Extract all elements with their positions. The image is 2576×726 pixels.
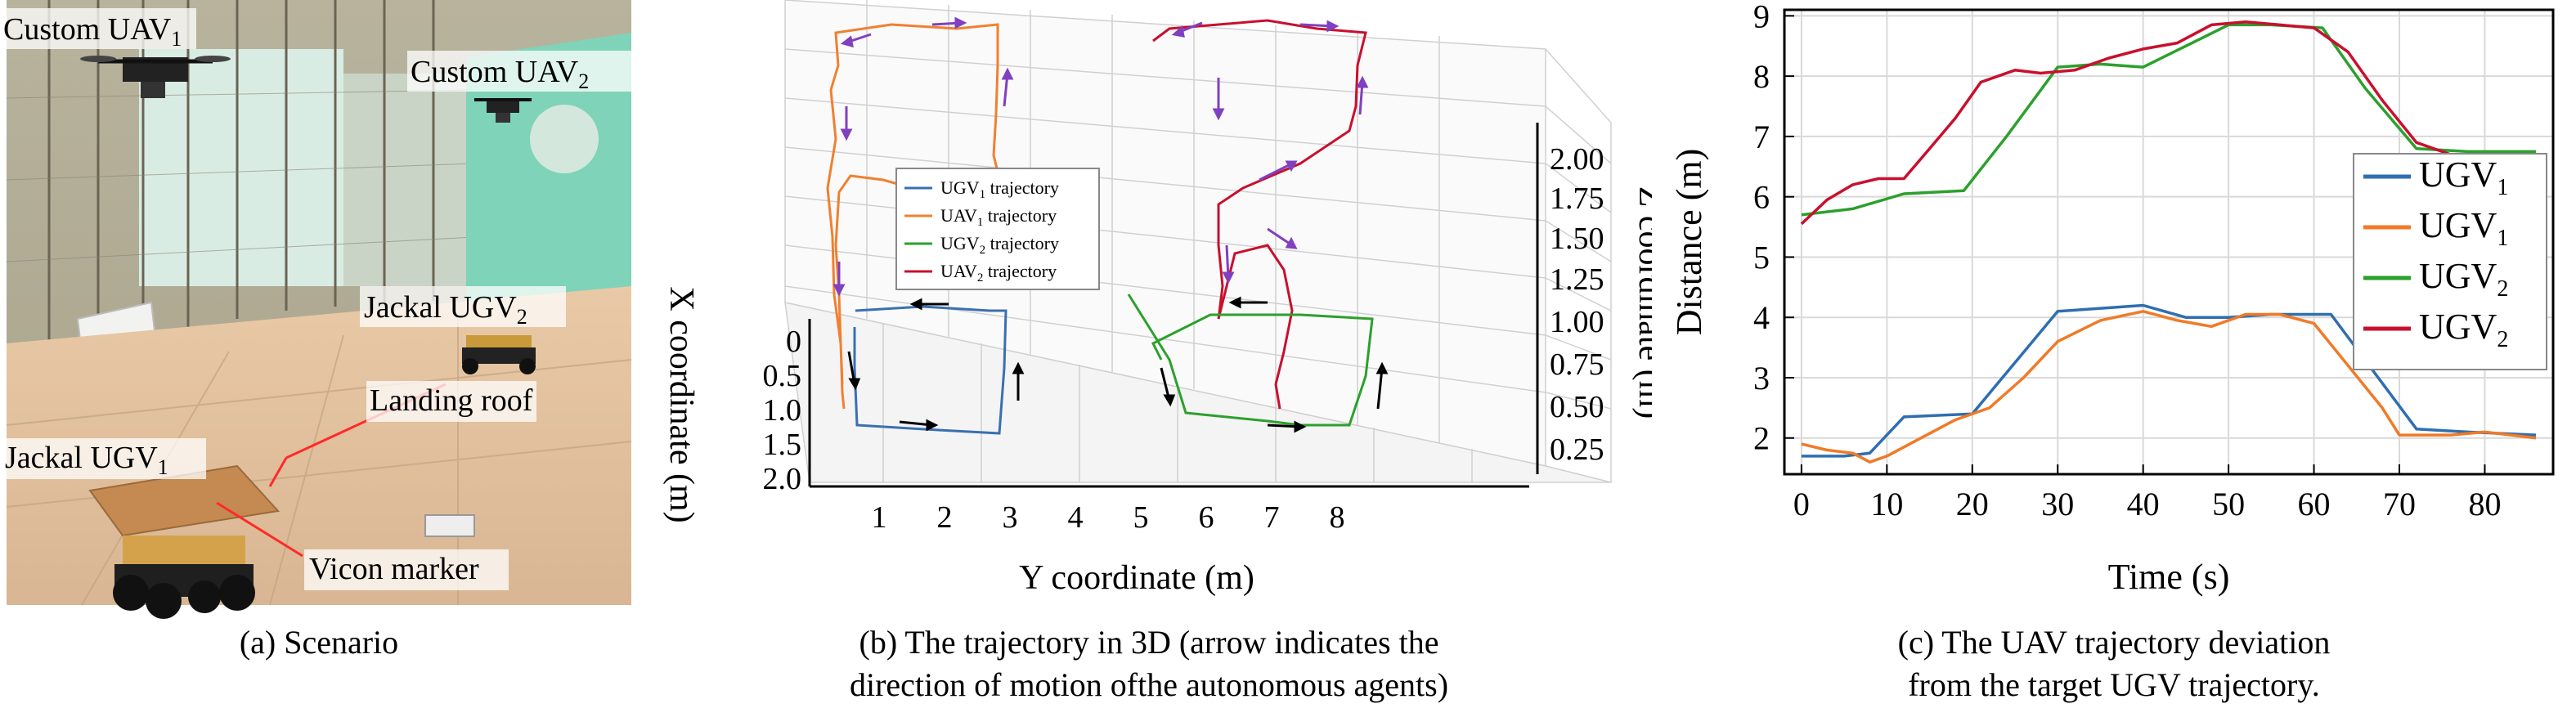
x-tick: 1.5: [763, 428, 802, 462]
z-tick: 0.25: [1550, 432, 1604, 467]
grid-3d: [784, 0, 1612, 483]
y-tick: 4: [1068, 500, 1084, 535]
chart-ticks: 0 10 20 30 40 50 60 70 80 2 3 4 5 6 7 8 9: [1753, 0, 2501, 522]
legend-3d-item-uav2: UAV2 trajectory: [940, 261, 1057, 285]
z-tick: 2.00: [1550, 142, 1604, 177]
y-tick-label: 9: [1753, 0, 1770, 34]
caption-a: (a) Scenario: [239, 624, 399, 661]
legend-box: [2353, 153, 2547, 370]
y-tick: 5: [1133, 500, 1149, 535]
ugv1-label: Jackal UGV1: [5, 441, 168, 479]
y-tick-label: 8: [1753, 58, 1770, 95]
x-tick: 0.5: [763, 359, 802, 393]
z-axis-title: Z coordinate (m): [1631, 186, 1652, 419]
uav1-drone: [80, 56, 231, 98]
uav1-trajectory: [826, 23, 999, 410]
x-tick-label: 20: [1956, 486, 1989, 522]
ugv1-trajectory: [853, 305, 1008, 435]
x-tick-label: 30: [2041, 486, 2074, 522]
uav2-trajectory: [1152, 19, 1367, 410]
legend-item-label: UGV2: [2419, 307, 2508, 352]
y-tick-label: 4: [1753, 299, 1770, 336]
uav2-label: Custom UAV2: [411, 55, 589, 93]
y-tick: 3: [1003, 500, 1018, 535]
x-tick-label: 70: [2383, 486, 2416, 522]
y-tick-label: 7: [1753, 119, 1770, 155]
z-tick: 1.00: [1550, 305, 1604, 339]
uav1-label: Custom UAV1: [3, 12, 182, 51]
legend-item-label: UGV2: [2419, 256, 2508, 302]
x-tick: 1.0: [763, 393, 802, 428]
x-tick: 0: [786, 325, 801, 359]
legend-3d-item-ugv1: UGV1 trajectory: [940, 177, 1059, 201]
series-line-0: [1801, 303, 2537, 458]
caption-c-line1: (c) The UAV trajectory deviation: [1897, 624, 2331, 661]
legend-3d-item-ugv2: UGV2 trajectory: [940, 233, 1059, 257]
trajectory-3d-plot: UGV1 trajectory UAV1 trajectory UGV2 tra…: [662, 0, 1669, 597]
plot-frame: [1783, 8, 2555, 476]
x-axis-title: Time (s): [2108, 557, 2230, 597]
legend-item-label: UGV1: [2419, 155, 2508, 200]
x-tick-label: 10: [1870, 486, 1903, 522]
legend-item-label: UGV1: [2419, 205, 2508, 251]
motion-arrows: [847, 296, 1389, 433]
y-axis-title: Distance (m): [1669, 149, 1709, 335]
caption-c: (c) The UAV trajectory deviation from th…: [1652, 621, 2576, 706]
uav-arrows: [832, 16, 1369, 297]
series-line-3: [1800, 20, 2537, 226]
y-tick-label: 6: [1753, 179, 1770, 216]
z-tick: 1.50: [1550, 222, 1604, 256]
x-tick-label: 60: [2298, 486, 2331, 522]
caption-b: (b) The trajectory in 3D (arrow indicate…: [646, 621, 1652, 706]
y-tick: 6: [1199, 500, 1214, 535]
z-tick: 1.75: [1550, 182, 1604, 216]
y-tick-label: 3: [1753, 360, 1770, 397]
series-line-1: [1801, 310, 2537, 464]
ugv1-robot: [113, 536, 255, 619]
scenario-panel: Custom UAV1 Custom UAV2 Jackal UGV2 Land…: [0, 0, 638, 722]
ugv2-robot: [462, 335, 536, 374]
series-line-2: [1801, 23, 2537, 217]
x-tick-label: 40: [2127, 486, 2160, 522]
z-tick: 1.25: [1550, 262, 1604, 297]
caption-b-line2: direction of motion ofthe autonomous age…: [849, 666, 1449, 703]
z-tick: 0.75: [1550, 347, 1604, 382]
y-tick: 7: [1264, 500, 1280, 535]
x-tick-label: 80: [2468, 486, 2501, 522]
y-tick: 1: [872, 500, 887, 535]
caption-c-line2: from the target UGV trajectory.: [1908, 666, 2320, 703]
x-tick-label: 50: [2212, 486, 2245, 522]
scenario-photo: Custom UAV1 Custom UAV2 Jackal UGV2 Land…: [0, 0, 633, 619]
trajectory-3d-panel: UGV1 trajectory UAV1 trajectory UGV2 tra…: [646, 0, 1669, 722]
chart-series: [1800, 20, 2537, 464]
caption-b-line1: (b) The trajectory in 3D (arrow indicate…: [859, 624, 1439, 661]
ugv2-trajectory: [1127, 294, 1374, 427]
legend-3d: UGV1 trajectory UAV1 trajectory UGV2 tra…: [895, 168, 1100, 290]
x-tick: 2.0: [763, 462, 802, 496]
distance-chart-panel: 0 10 20 30 40 50 60 70 80 2 3 4 5 6 7 8 9 Time (s) Dista…: [1652, 0, 2576, 722]
uav2-drone: [474, 98, 532, 123]
distance-chart: 0 10 20 30 40 50 60 70 80 2 3 4 5 6 7 8 9 Time (s) Dista…: [1669, 0, 2555, 597]
vicon-marker-label: Vicon marker: [309, 552, 479, 586]
y-tick: 2: [937, 500, 953, 535]
y-axis-title: Y coordinate (m): [1019, 559, 1254, 597]
ugv2-label: Jackal UGV2: [364, 290, 527, 329]
x-tick-label: 0: [1793, 486, 1810, 522]
y-tick-label: 2: [1753, 420, 1770, 457]
x-axis-title: X coordinate (m): [662, 286, 700, 522]
legend-3d-item-uav1: UAV1 trajectory: [940, 205, 1057, 229]
chart-legend: UGV1 UGV1 UGV2 UGV2: [2353, 153, 2547, 370]
y-tick: 8: [1330, 500, 1345, 535]
landing-roof-label: Landing roof: [370, 383, 533, 418]
y-tick-label: 5: [1753, 239, 1770, 276]
z-tick: 0.50: [1550, 390, 1604, 424]
